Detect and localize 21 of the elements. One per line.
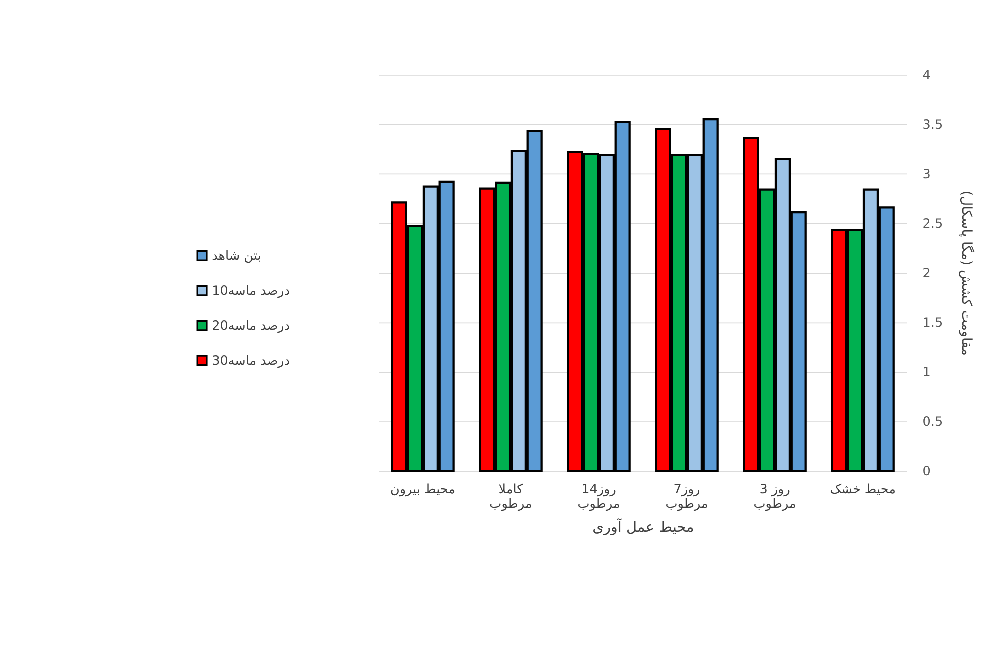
legend-label: 30درصد ماسه — [212, 354, 290, 369]
y-tick-label: 2 — [922, 266, 931, 282]
x-tick-label: 14روز مرطوب — [578, 482, 620, 512]
y-tick-label: 1.5 — [922, 316, 944, 332]
y-tick-label: 1 — [922, 366, 931, 381]
y-tick-label: 0 — [922, 464, 931, 480]
x-tick-label: محیط خشک — [830, 482, 896, 498]
legend-label: 20درصد ماسه — [212, 319, 290, 334]
y-tick-label: 0.5 — [922, 415, 944, 430]
y-axis-title: مقاومت کشش (مگا پاسکال) — [958, 190, 976, 356]
legend-label: 10درصد ماسه — [212, 284, 290, 300]
y-tick-label: 4 — [922, 68, 931, 84]
legend-label: بتن شاهد — [212, 249, 262, 264]
x-tick-label: کاملا مرطوب — [490, 482, 532, 512]
x-tick-label: 3 روز مرطوب — [754, 482, 796, 512]
x-axis-title: محیط عمل آوری — [592, 518, 694, 536]
x-tick-label: محیط بیرون — [390, 482, 456, 498]
y-tick-label: 3.5 — [922, 118, 944, 134]
y-tick-label: 3 — [922, 168, 931, 183]
y-tick-label: 2.5 — [922, 217, 944, 232]
x-tick-label: 7روز مرطوب — [666, 482, 708, 512]
